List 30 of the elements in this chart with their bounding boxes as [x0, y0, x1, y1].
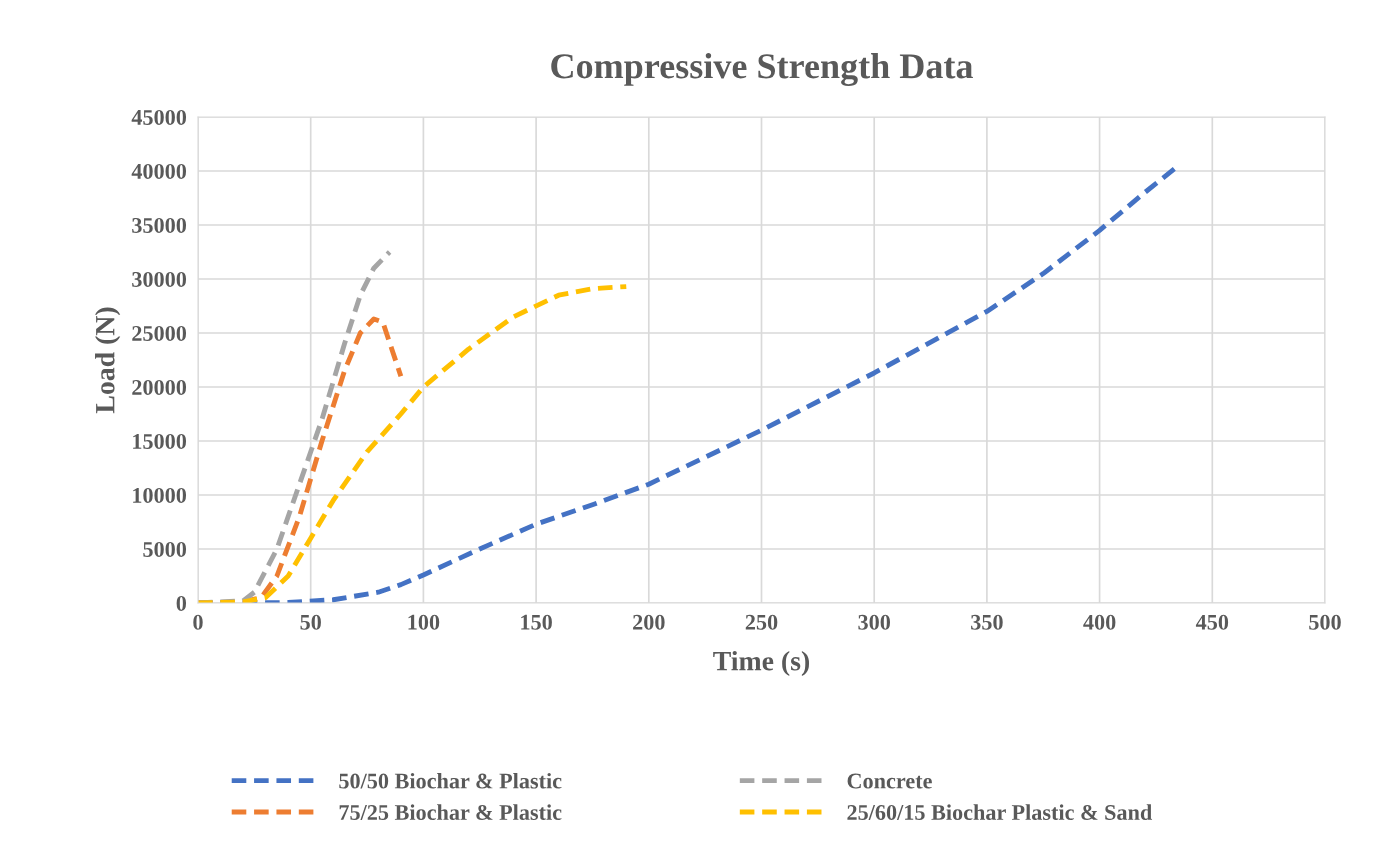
y-tick-label: 10000 — [133, 487, 187, 503]
x-axis-title: Time (s) — [713, 650, 810, 677]
y-tick-label: 45000 — [131, 109, 187, 125]
legend-label: 25/60/15 Biochar Plastic & Sand — [847, 804, 1153, 820]
x-tick-label: 50 — [300, 614, 321, 630]
y-tick-label: 0 — [176, 595, 187, 611]
legend-label: Concrete — [847, 773, 932, 789]
line-series — [198, 249, 393, 603]
x-tick-label: 300 — [858, 614, 891, 630]
x-tick-label: 250 — [745, 614, 778, 630]
chart-title: Compressive Strength Data — [551, 53, 973, 87]
x-tick-label: 350 — [971, 614, 1003, 630]
x-tick-label: 200 — [633, 614, 665, 630]
y-tick-label: 25000 — [132, 325, 187, 341]
x-tick-label: 0 — [193, 614, 203, 630]
x-tick-label: 400 — [1083, 614, 1116, 630]
y-tick-label: 35000 — [132, 217, 187, 233]
x-tick-label: 100 — [408, 614, 440, 630]
y-tick-label: 5000 — [143, 541, 187, 557]
y-axis-title: Load (N) — [95, 307, 121, 414]
y-tick-label: 30000 — [132, 271, 187, 287]
x-tick-label: 500 — [1309, 614, 1341, 630]
y-tick-label: 40000 — [131, 163, 187, 179]
line-series — [198, 284, 629, 603]
legend-label: 75/25 Biochar & Plastic — [339, 804, 562, 820]
legend-label: 50/50 Biochar & Plastic — [339, 772, 562, 789]
x-tick-label: 150 — [521, 614, 552, 630]
y-tick-label: 15000 — [133, 433, 187, 449]
y-tick-label: 20000 — [132, 379, 187, 395]
x-tick-label: 450 — [1195, 614, 1229, 630]
